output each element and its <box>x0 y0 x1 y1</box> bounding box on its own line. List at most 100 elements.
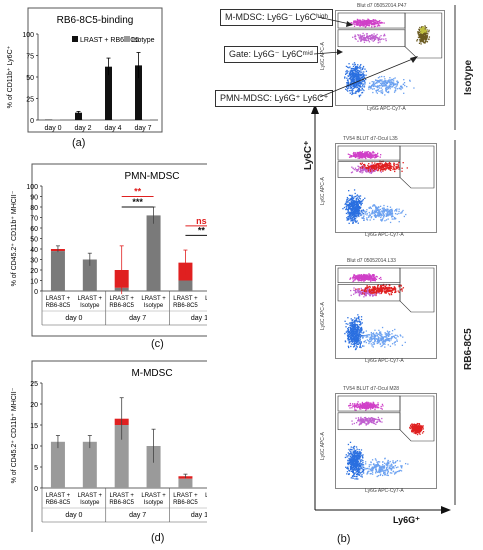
flow-blue-dot <box>354 460 356 463</box>
flow-magenta-dot <box>352 153 355 155</box>
flow-blue-dot <box>359 83 361 86</box>
flow-blue-dot <box>379 468 381 470</box>
flow-blue-dot <box>355 203 358 205</box>
flow-blue-dot <box>365 330 367 332</box>
flow-blue-dot <box>354 71 356 73</box>
flow-magenta-dot <box>371 407 374 409</box>
flow-blue-dot <box>381 220 383 222</box>
flow-blue-dot <box>365 74 367 76</box>
flow-blue-dot <box>359 195 362 197</box>
panel-c-xtick-label-2: RB6-8C5 <box>173 303 198 309</box>
flow-blue-dot <box>387 331 389 333</box>
flow-red-dot <box>386 163 388 165</box>
flow-red-dot <box>385 162 388 165</box>
flow-blue-dot <box>378 215 380 218</box>
flow-magenta-dot <box>368 276 370 278</box>
flow-magenta-dot <box>363 405 365 408</box>
flow-blue-dot <box>390 210 392 212</box>
flow-blue-dot <box>376 463 379 466</box>
flow-magenta-dot <box>376 33 378 36</box>
flow-red-dot <box>368 167 370 169</box>
flow-magenta-dot <box>376 404 378 406</box>
flow-blue-dot <box>345 202 347 205</box>
flow-blue-dot <box>348 205 350 207</box>
flow-magenta-dot <box>381 22 384 24</box>
flow-red-dot <box>365 167 368 170</box>
flow-blue-dot <box>369 206 371 209</box>
flow-blue-dot <box>375 206 377 209</box>
flow-blue-dot <box>389 88 391 90</box>
flow-blue-dot <box>393 473 396 475</box>
flow-magenta-dot <box>354 152 356 154</box>
flow-magenta-dot <box>362 291 364 293</box>
flow-red-dot <box>389 290 391 292</box>
panel-d-bar-main <box>82 441 97 488</box>
flow-blue-dot <box>348 214 350 217</box>
flow-magenta-dot <box>369 280 372 282</box>
flow-magenta-dot <box>353 293 355 295</box>
flow-red-dot <box>381 291 383 294</box>
flow-blue-dot <box>362 472 365 474</box>
flow-blue-dot <box>363 71 365 73</box>
flow-red-dot <box>360 289 363 291</box>
flow-blue-dot <box>367 340 370 342</box>
flow-blue-dot <box>394 77 396 79</box>
flow-magenta-dot <box>360 279 362 281</box>
flow-magenta-dot <box>374 279 376 281</box>
flow-red-dot <box>359 167 361 169</box>
flow-red-dot <box>382 166 384 168</box>
flow-blue-dot <box>352 467 354 469</box>
flow-magenta-dot <box>372 279 374 281</box>
flow-magenta-dot <box>364 405 367 407</box>
flow-magenta-dot <box>366 154 368 156</box>
flow-magenta-dot <box>360 405 362 407</box>
flow-red-dot <box>363 293 365 295</box>
panel-c-xtick-label: LRAST + <box>173 296 198 302</box>
flow-red-dot <box>391 287 393 290</box>
flow-magenta-dot <box>354 403 356 405</box>
flow-blue-dot <box>349 198 351 200</box>
flow-blue-dot <box>371 335 374 337</box>
flow-blue-dot <box>389 464 391 467</box>
flow-magenta-dot <box>361 279 363 281</box>
flow-blue-dot <box>355 213 357 215</box>
flow-blue-dot <box>350 207 352 210</box>
flow-magenta-dot <box>376 276 378 278</box>
flow-blue-dot <box>359 464 361 467</box>
flow-blue-dot <box>371 473 374 475</box>
flow-magenta-dot <box>363 156 365 158</box>
flow-blue-dot <box>358 319 360 321</box>
flow-blue-dot <box>395 471 397 473</box>
flow-blue-dot <box>357 471 360 474</box>
flow-blue-dot <box>346 473 348 475</box>
flow-blue-dot <box>360 342 362 344</box>
flow-magenta-dot <box>353 168 355 171</box>
flow-blue-dot <box>346 208 348 210</box>
panel-c-ytick-label: 50 <box>30 237 38 244</box>
flow-blue-dot <box>389 212 391 215</box>
flow-blue-dot <box>373 211 375 213</box>
flow-red-dot <box>381 166 383 169</box>
flow-magenta-dot <box>371 26 373 28</box>
flow-blue-dot <box>375 207 377 209</box>
flow-blue-dot <box>353 333 356 336</box>
flow-magenta-dot <box>360 20 362 22</box>
flow-blue-dot <box>357 209 360 212</box>
flow-red-dot <box>388 288 390 290</box>
flow-blue-dot <box>354 215 356 218</box>
flow-blue-dot <box>348 204 350 206</box>
flow-blue-dot <box>358 457 361 459</box>
flow-red-dot <box>390 293 393 296</box>
flow-blue-dot <box>361 214 363 216</box>
flow-yellow-dot <box>425 29 427 31</box>
panel-c-xtick-label-2: RB6-8C5 <box>46 303 71 309</box>
flow-magenta-dot <box>358 21 360 23</box>
flow-magenta-dot <box>378 277 381 280</box>
flow-magenta-dot <box>349 154 351 156</box>
flow-blue-dot <box>350 79 352 81</box>
flow-blue-dot <box>371 88 374 90</box>
flow-magenta-dot <box>356 290 358 292</box>
flow-red-dot <box>383 287 385 289</box>
flow-blue-dot <box>364 340 366 342</box>
flow-blue-dot <box>350 209 353 211</box>
